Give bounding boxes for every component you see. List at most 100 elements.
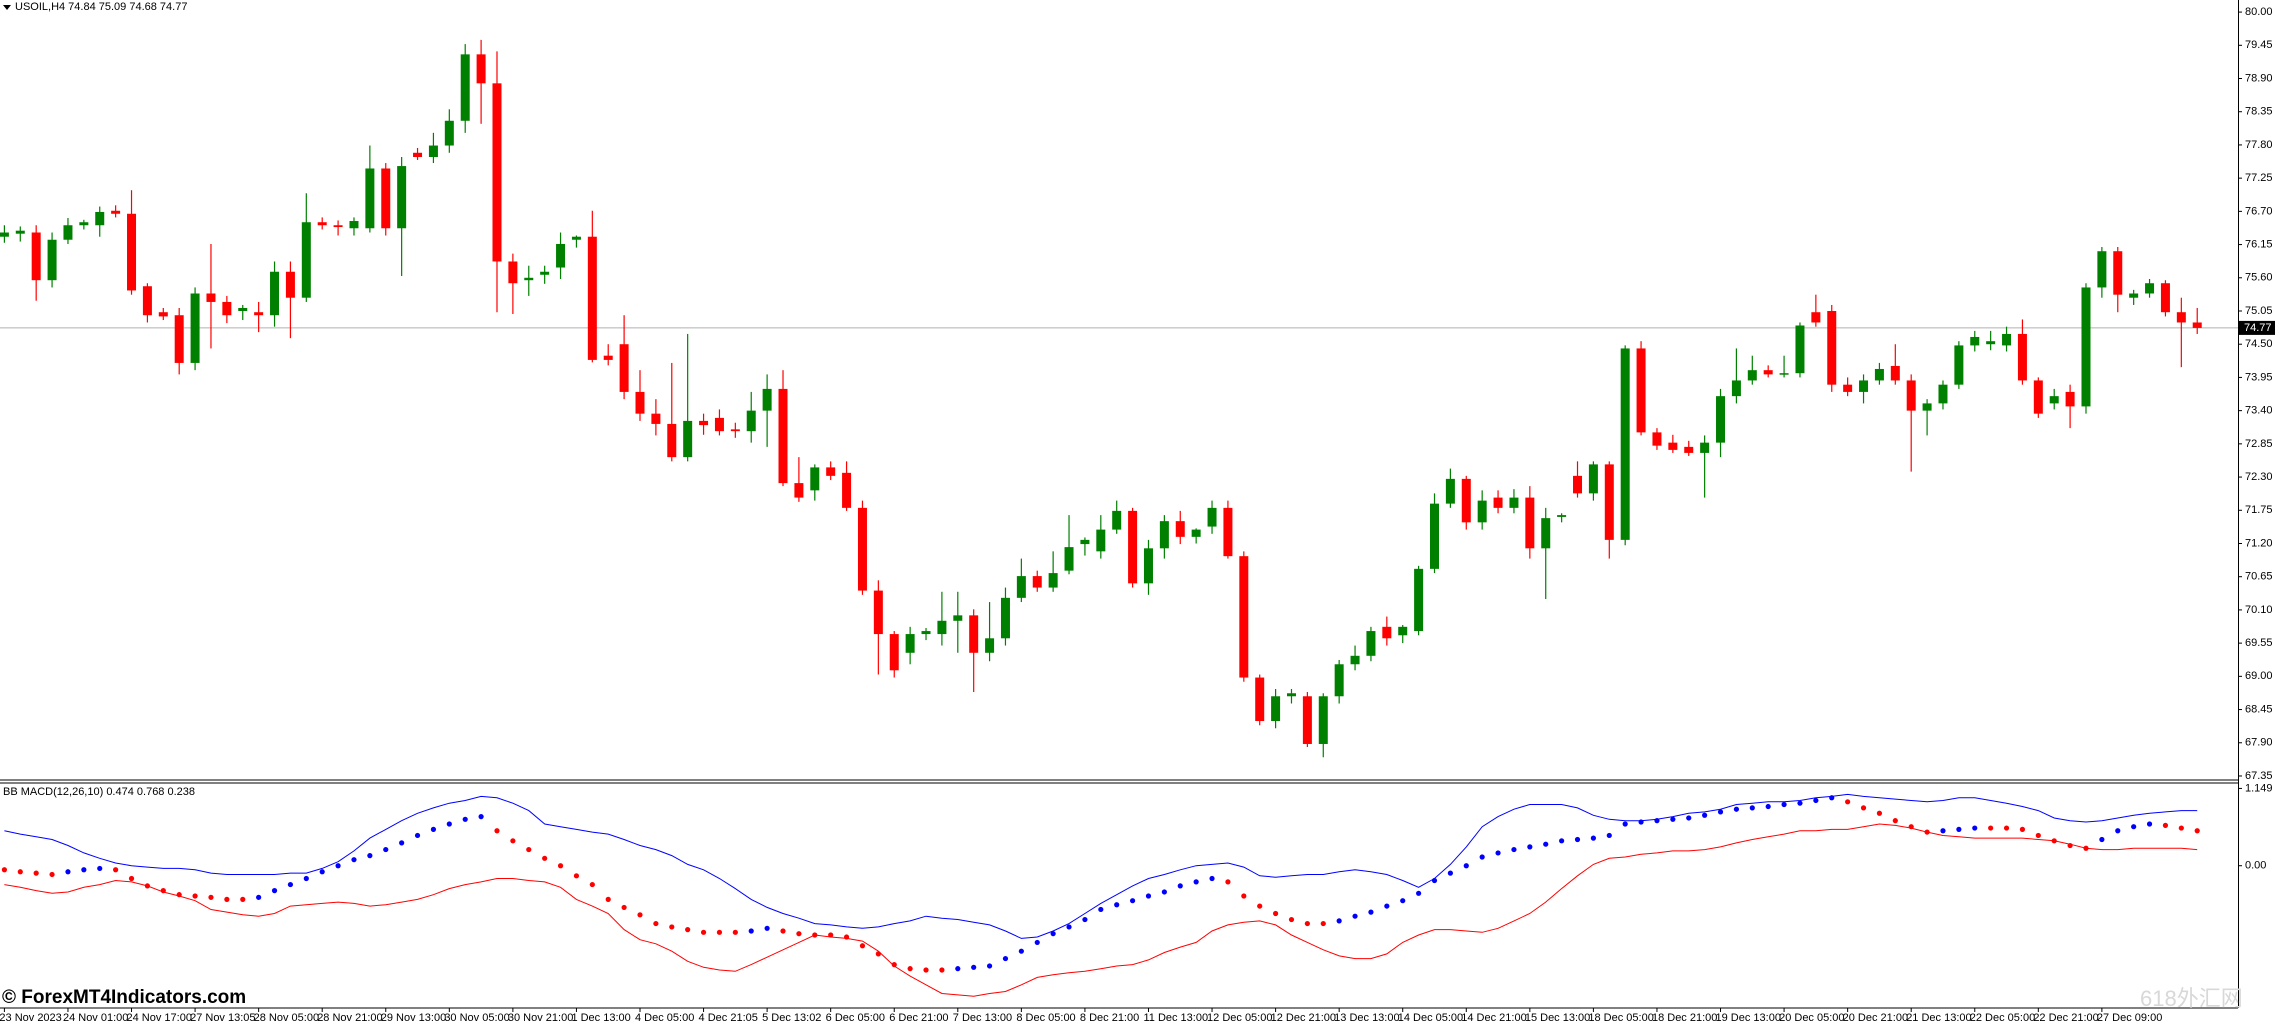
candle-body	[810, 467, 820, 491]
macd-dot	[971, 964, 977, 970]
macd-dot	[1225, 879, 1231, 885]
candle-body	[1350, 655, 1360, 665]
candle-body	[1016, 576, 1026, 598]
y-tick-label: 73.95	[2245, 371, 2273, 383]
candle-body	[969, 615, 979, 653]
candle-body	[365, 168, 375, 229]
x-tick-label: 27 Nov 13:05	[190, 1012, 255, 1024]
macd-dot	[446, 821, 452, 827]
candle-body	[127, 213, 137, 291]
macd-dot	[2083, 845, 2089, 851]
x-tick-label: 8 Dec 21:00	[1080, 1012, 1139, 1024]
x-tick-label: 20 Dec 21:00	[1843, 1012, 1908, 1024]
x-tick-label: 29 Nov 13:00	[381, 1012, 446, 1024]
macd-dot	[939, 967, 945, 973]
candle-body	[508, 261, 518, 284]
macd-dot	[637, 912, 643, 918]
x-tick-label: 22 Dec 05:00	[1970, 1012, 2035, 1024]
macd-dot	[1876, 810, 1883, 816]
candle-body	[1223, 507, 1233, 557]
macd-dot	[1114, 902, 1120, 908]
candle-body	[349, 221, 359, 229]
macd-dot	[812, 932, 818, 938]
macd-dot	[1686, 815, 1692, 821]
y-tick-label: 79.45	[2245, 39, 2273, 51]
candle-body	[1064, 547, 1074, 571]
y-tick-label: 68.45	[2245, 703, 2273, 715]
y-tick-label: 69.55	[2245, 637, 2273, 649]
macd-dot	[1, 867, 7, 873]
candle-body	[397, 166, 407, 229]
candle-body	[889, 634, 899, 671]
macd-dot	[605, 896, 611, 902]
macd-dot	[1956, 826, 1962, 833]
candle-body	[2065, 391, 2075, 407]
candle-body	[651, 413, 661, 424]
candle-body	[619, 344, 629, 392]
candle-body	[842, 472, 852, 508]
candle-body	[31, 232, 41, 281]
macd-dot	[1733, 806, 1740, 812]
macd-dot	[97, 865, 103, 872]
macd-dot	[1590, 835, 1596, 841]
macd-dot	[955, 966, 961, 972]
x-tick-label: 23 Nov 2023	[0, 1012, 62, 1024]
x-tick-label: 12 Dec 05:00	[1207, 1012, 1272, 1024]
macd-dot	[478, 814, 484, 820]
macd-dot	[1098, 906, 1104, 913]
x-tick-label: 28 Nov 05:00	[254, 1012, 319, 1024]
y-tick-label: 71.75	[2245, 504, 2273, 516]
candle-body	[1684, 446, 1694, 453]
candle-body	[206, 293, 216, 302]
candle-body	[826, 467, 836, 476]
candle-body	[1747, 370, 1757, 381]
candle-body	[174, 315, 184, 363]
macd-dot	[224, 896, 230, 902]
x-tick-label: 28 Nov 21:00	[317, 1012, 382, 1024]
candle-body	[1191, 529, 1201, 537]
candle-body	[714, 417, 724, 432]
macd-dot	[1352, 913, 1358, 919]
y-tick-label: 73.40	[2245, 405, 2273, 417]
macd-dot	[1829, 795, 1835, 801]
candle-body	[1334, 664, 1344, 697]
macd-dot	[1543, 841, 1549, 847]
macd-dot	[685, 927, 691, 933]
candle-body	[1700, 442, 1710, 453]
candle-body	[1398, 626, 1408, 636]
last-price-tag	[2239, 320, 2275, 335]
macd-dot	[1845, 799, 1851, 805]
y-tick-label: 72.85	[2245, 438, 2273, 450]
candle-body	[1922, 403, 1932, 411]
x-tick-label: 4 Dec 21:05	[699, 1012, 758, 1024]
macd-dot	[573, 873, 580, 879]
candle-body	[857, 507, 867, 591]
macd-dot	[319, 869, 325, 875]
candle-body	[2017, 333, 2027, 381]
candle-body	[79, 222, 89, 226]
candle-body	[778, 388, 788, 484]
macd-dot	[2019, 826, 2026, 833]
candle-body	[2160, 283, 2170, 313]
candle-body	[460, 54, 470, 121]
macd-dot	[1034, 939, 1040, 946]
candle-body	[1112, 510, 1122, 530]
macd-dot	[1908, 824, 1914, 830]
watermark: © ForexMT4Indicators.com	[2, 987, 246, 1008]
macd-dot	[2194, 828, 2200, 834]
y-tick-label: 78.90	[2245, 72, 2273, 84]
y-tick-label: 76.70	[2245, 205, 2273, 217]
candle-body	[1318, 696, 1328, 744]
candle-body	[921, 631, 931, 635]
x-tick-label: 20 Dec 05:00	[1779, 1012, 1844, 1024]
y-tick-label: 78.35	[2245, 106, 2273, 118]
candle-body	[381, 168, 391, 229]
candle-body	[1175, 521, 1185, 537]
y-tick-label: 70.65	[2245, 571, 2273, 583]
candle-body	[1859, 380, 1869, 392]
last-price-label: 74.77	[2244, 322, 2272, 334]
candle-body	[2192, 322, 2202, 328]
candle-body	[1414, 568, 1424, 632]
